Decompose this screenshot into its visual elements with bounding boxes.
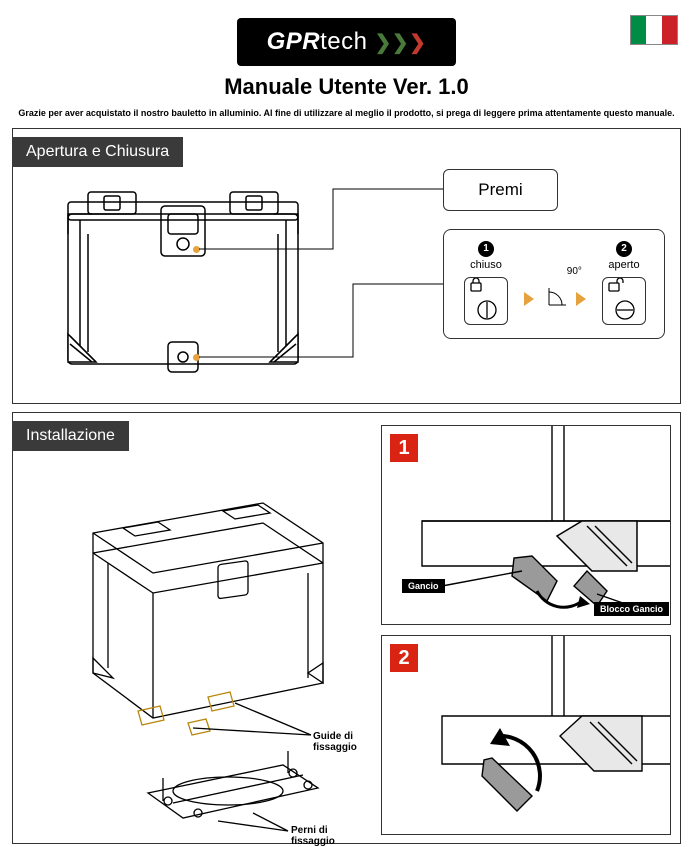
case-iso-svg — [53, 473, 363, 843]
case-front-svg — [48, 184, 318, 394]
install-step-2: 2 — [381, 635, 671, 835]
label-guide: Guide di fissaggio — [313, 731, 357, 753]
tag-blocco: Blocco Gancio — [594, 602, 669, 616]
lock-closed-icon — [464, 277, 508, 325]
case-front-drawing — [48, 184, 318, 384]
label-perni: Perni di fissaggio — [291, 825, 353, 847]
logo-text-gpr: GPR — [267, 28, 321, 55]
lock-states-panel: 1 chiuso 90° — [443, 229, 665, 339]
lock-open-icon — [602, 277, 646, 325]
page: GPRtech ❯❯❯ Manuale Utente Ver. 1.0 Graz… — [0, 0, 693, 845]
case-isometric-drawing: Guide di fissaggio Perni di fissaggio — [53, 473, 353, 833]
logo-chevron-icon: ❯ — [409, 32, 426, 54]
install-step-1: 1 — [381, 425, 671, 625]
state-number-badge: 2 — [616, 241, 632, 257]
state-number-badge: 1 — [478, 241, 494, 257]
state-label: aperto — [594, 259, 654, 271]
arrow-icon — [524, 292, 534, 306]
brand-logo: GPRtech ❯❯❯ — [237, 18, 457, 66]
arrow-icon — [576, 292, 586, 306]
section-installation: Installazione — [12, 412, 681, 844]
manual-title: Manuale Utente Ver. 1.0 — [0, 74, 693, 100]
italian-flag-icon — [630, 15, 678, 45]
callout-dot-icon — [193, 246, 200, 253]
premi-callout: Premi — [443, 169, 558, 211]
logo-chevron-icon: ❯ — [375, 32, 392, 54]
step-number-badge: 1 — [390, 434, 418, 462]
intro-text: Grazie per aver acquistato il nostro bau… — [15, 108, 678, 118]
section-heading: Apertura e Chiusura — [12, 137, 183, 167]
tag-gancio: Gancio — [402, 579, 445, 593]
logo-text-tech: tech — [320, 28, 367, 55]
step-number-badge: 2 — [390, 644, 418, 672]
header: GPRtech ❯❯❯ Manuale Utente Ver. 1.0 Graz… — [0, 0, 693, 118]
logo-chevron-icon: ❯ — [392, 32, 409, 54]
state-label: chiuso — [456, 259, 516, 271]
premi-label: Premi — [478, 180, 522, 200]
section-heading: Installazione — [12, 421, 129, 451]
callout-dot-icon — [193, 354, 200, 361]
lock-state-open: 2 aperto — [594, 238, 654, 325]
step2-drawing — [382, 636, 671, 835]
section-open-close: Apertura e Chiusura — [12, 128, 681, 404]
lock-state-closed: 1 chiuso — [456, 238, 516, 325]
step1-drawing — [382, 426, 671, 625]
